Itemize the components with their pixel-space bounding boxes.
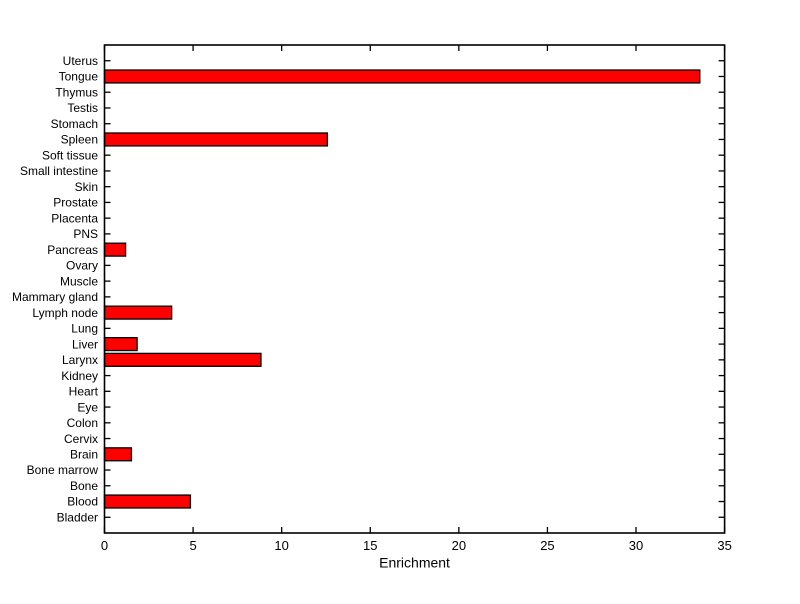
svg-text:Cervix: Cervix: [64, 432, 98, 446]
svg-text:Small intestine: Small intestine: [20, 164, 98, 178]
svg-text:Lymph node: Lymph node: [32, 306, 98, 320]
svg-text:Enrichment: Enrichment: [379, 555, 450, 571]
svg-text:Lung: Lung: [71, 322, 98, 336]
svg-text:PNS: PNS: [73, 227, 98, 241]
svg-text:Larynx: Larynx: [62, 353, 98, 367]
svg-text:Eye: Eye: [77, 400, 98, 414]
svg-text:Pancreas: Pancreas: [47, 243, 98, 257]
svg-text:Soft tissue: Soft tissue: [42, 148, 98, 162]
svg-text:Bone marrow: Bone marrow: [27, 463, 99, 477]
svg-text:5: 5: [189, 538, 196, 553]
svg-text:Spleen: Spleen: [61, 133, 98, 147]
svg-text:Prostate: Prostate: [53, 196, 98, 210]
svg-text:25: 25: [540, 538, 554, 553]
svg-text:Uterus: Uterus: [63, 54, 98, 68]
svg-text:Placenta: Placenta: [51, 211, 98, 225]
svg-text:Blood: Blood: [67, 495, 98, 509]
svg-text:Testis: Testis: [67, 101, 98, 115]
svg-text:Tongue: Tongue: [59, 70, 99, 84]
svg-text:Stomach: Stomach: [51, 117, 98, 131]
svg-text:Bladder: Bladder: [57, 510, 98, 524]
svg-text:35: 35: [717, 538, 731, 553]
svg-text:Thymus: Thymus: [55, 85, 98, 99]
svg-text:Heart: Heart: [69, 385, 99, 399]
svg-text:30: 30: [629, 538, 643, 553]
svg-text:Colon: Colon: [67, 416, 98, 430]
svg-text:15: 15: [363, 538, 377, 553]
svg-text:Skin: Skin: [75, 180, 98, 194]
svg-text:Kidney: Kidney: [61, 369, 98, 383]
svg-text:0: 0: [101, 538, 108, 553]
svg-text:Brain: Brain: [70, 447, 98, 461]
svg-text:Mammary gland: Mammary gland: [12, 290, 98, 304]
svg-text:Liver: Liver: [72, 337, 98, 351]
svg-text:Bone: Bone: [70, 479, 98, 493]
svg-text:10: 10: [274, 538, 288, 553]
svg-text:20: 20: [452, 538, 466, 553]
svg-text:Muscle: Muscle: [60, 274, 98, 288]
svg-text:Ovary: Ovary: [66, 259, 98, 273]
